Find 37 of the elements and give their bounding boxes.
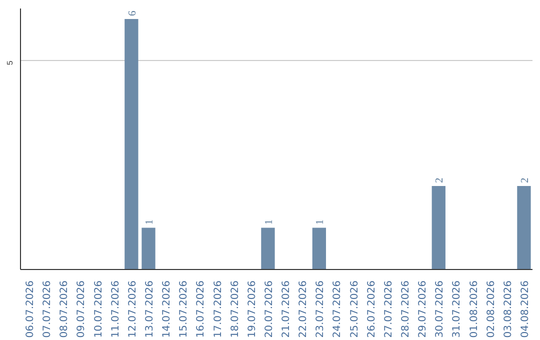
x-tick-label: 15.07.2026 — [178, 280, 190, 338]
data-label: 1 — [315, 219, 326, 225]
y-tick-label: 5 — [6, 60, 14, 66]
x-tick-label: 16.07.2026 — [196, 280, 207, 338]
x-tick-label: 24.07.2026 — [332, 280, 344, 338]
x-tick-label: 22.07.2026 — [298, 280, 310, 338]
x-tick-label: 07.07.2026 — [42, 280, 54, 338]
x-tick-label: 20.07.2026 — [264, 280, 275, 338]
x-tick-label: 12.07.2026 — [127, 280, 138, 338]
x-tick-label: 04.08.2026 — [520, 280, 531, 338]
x-tick-label: 23.07.2026 — [315, 280, 326, 338]
x-tick-label: 17.07.2026 — [212, 280, 224, 338]
x-tick-label: 03.08.2026 — [502, 280, 514, 338]
x-tick-label: 25.07.2026 — [349, 280, 360, 338]
x-tick-label: 13.07.2026 — [144, 280, 156, 338]
data-label: 2 — [520, 178, 531, 183]
x-tick-label: 31.07.2026 — [452, 280, 463, 338]
x-tick-label: 01.08.2026 — [468, 280, 480, 338]
x-tick-label: 30.07.2026 — [434, 280, 446, 338]
x-tick-label: 26.07.2026 — [366, 280, 378, 338]
x-tick-label: 14.07.2026 — [162, 280, 173, 338]
x-tick-label: 27.07.2026 — [383, 280, 394, 338]
x-tick-label: 21.07.2026 — [281, 280, 292, 338]
data-label: 1 — [144, 219, 156, 225]
x-tick-label: 28.07.2026 — [400, 280, 412, 338]
x-tick-label: 09.07.2026 — [76, 280, 88, 338]
x-tick-label: 18.07.2026 — [230, 280, 241, 338]
x-tick-label: 19.07.2026 — [246, 280, 258, 338]
x-tick-label: 29.07.2026 — [418, 280, 429, 338]
data-label: 1 — [264, 219, 275, 225]
x-tick-label: 02.08.2026 — [486, 280, 497, 338]
x-tick-label: 11.07.2026 — [110, 280, 122, 338]
data-label: 6 — [127, 10, 138, 16]
x-tick-label: 08.07.2026 — [59, 280, 70, 338]
x-tick-label: 10.07.2026 — [93, 280, 104, 338]
data-label: 2 — [434, 178, 446, 183]
x-tick-label: 06.07.2026 — [25, 280, 36, 338]
